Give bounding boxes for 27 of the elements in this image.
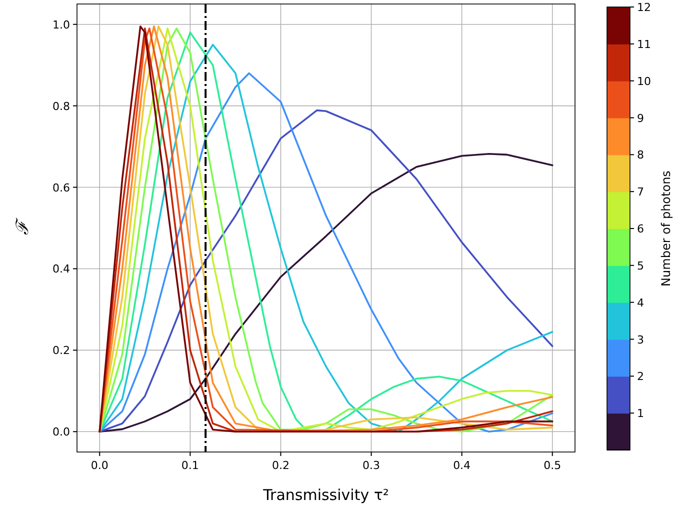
x-tick-label: 0.5 [544,459,562,472]
color-bar-label: 3 [637,333,644,346]
y-tick-label: 0.8 [52,100,70,113]
color-bar-label: 10 [637,74,651,88]
x-tick-label: 0.2 [272,459,290,472]
color-bar-label: 9 [637,112,644,125]
color-bar-label: 8 [637,148,644,162]
color-bar-label: 11 [637,38,651,51]
y-tick-label: 0.6 [52,181,70,194]
color-bar-label: 2 [637,370,644,384]
y-axis-title: ℱ [13,217,33,235]
y-tick-label: 1.0 [52,18,70,32]
color-bar-title: Number of photons [659,170,673,286]
x-tick-label: 0.0 [90,459,108,472]
color-bar-label: 4 [637,296,644,310]
y-tick-label: 0.2 [52,344,70,358]
y-tick-label: 0.0 [52,426,70,439]
x-axis-title: Transmissivity τ² [262,486,389,504]
x-tick-label: 0.3 [362,459,380,472]
color-bar-label: 6 [637,222,644,236]
y-tick-label: 0.4 [52,262,70,276]
x-tick-label: 0.1 [181,459,199,472]
color-bar-label: 5 [637,259,644,272]
color-bar-label: 12 [637,1,651,14]
color-bar-label: 7 [637,186,644,199]
x-tick-label: 0.4 [453,459,471,472]
color-bar-label: 1 [637,407,644,420]
